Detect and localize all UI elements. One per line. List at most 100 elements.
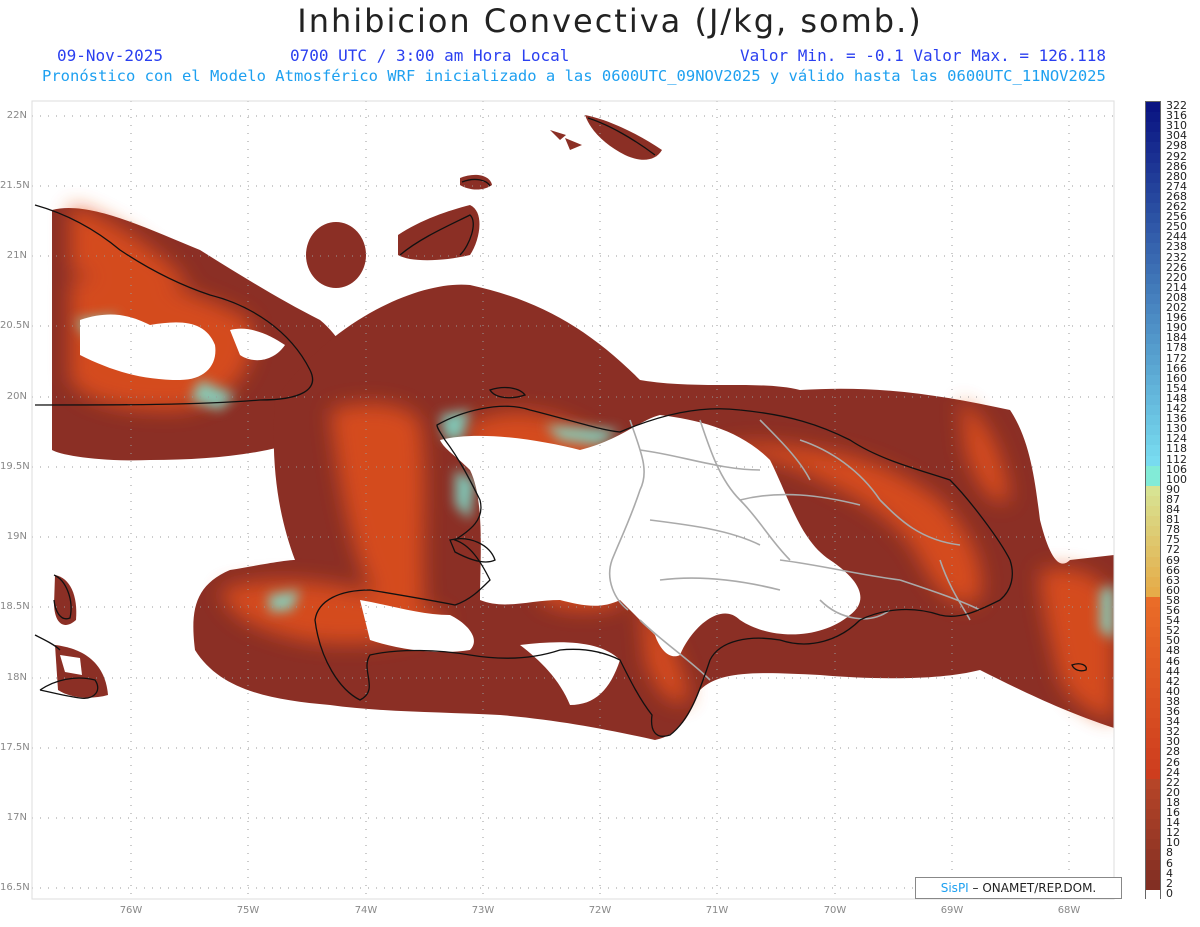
- colorbar-label: 226: [1166, 260, 1187, 274]
- colorbar-label: 46: [1166, 654, 1180, 668]
- colorbar-label: 274: [1166, 179, 1187, 193]
- colorbar-label: 106: [1166, 462, 1187, 476]
- lon-label: 73W: [471, 905, 495, 916]
- colorbar-label: 56: [1166, 604, 1180, 618]
- credit-box: SisPI – ONAMET/REP.DOM.: [915, 877, 1122, 899]
- colorbar-label: 256: [1166, 210, 1187, 224]
- lon-label: 70W: [823, 905, 847, 916]
- lat-label: 21N: [6, 250, 27, 261]
- colorbar-label: 66: [1166, 563, 1180, 577]
- colorbar-segment: [1146, 394, 1160, 406]
- colorbar-segment: [1146, 344, 1160, 356]
- coastlines: [34, 117, 1087, 737]
- colorbar-segment: [1146, 304, 1160, 315]
- colorbar-label: 28: [1166, 745, 1180, 759]
- colorbar-label: 54: [1166, 614, 1180, 628]
- colorbar-label: 26: [1166, 755, 1180, 769]
- colorbar-label: 24: [1166, 765, 1180, 779]
- colorbar-label: 280: [1166, 169, 1187, 183]
- colorbar-label: 0: [1166, 886, 1173, 900]
- map-frame: [31, 100, 1115, 900]
- colorbar-segment: [1146, 455, 1160, 467]
- lat-label: 17.5N: [0, 742, 30, 753]
- colorbar-segment: [1146, 607, 1160, 618]
- colorbar-segment: [1146, 283, 1160, 295]
- colorbar-label: 196: [1166, 311, 1187, 325]
- colorbar-label: 250: [1166, 220, 1187, 234]
- colorbar-label: 38: [1166, 694, 1180, 708]
- colorbar-segment: [1146, 465, 1160, 477]
- colorbar-label: 154: [1166, 381, 1187, 395]
- lon-label: 74W: [354, 905, 378, 916]
- map-title: Inhibicion Convectiva (J/kg, somb.): [297, 2, 923, 40]
- colorbar-segment: [1146, 415, 1160, 426]
- lat-label: 17N: [6, 812, 27, 823]
- colorbar-label: 32: [1166, 725, 1180, 739]
- colorbar-label: 112: [1166, 452, 1187, 466]
- colorbar-label: 262: [1166, 200, 1187, 213]
- colorbar-label: 118: [1166, 442, 1187, 456]
- lat-label: 20.5N: [0, 320, 30, 331]
- colorbar-label: 292: [1166, 149, 1187, 163]
- colorbar-label: 322: [1166, 99, 1187, 112]
- credit-text: – ONAMET/REP.DOM.: [968, 881, 1097, 895]
- colorbar-label: 166: [1166, 361, 1187, 375]
- colorbar-label: 90: [1166, 482, 1180, 496]
- colorbar-segment: [1146, 374, 1160, 386]
- colorbar-label: 10: [1166, 836, 1180, 850]
- colorbar-label: 136: [1166, 412, 1187, 426]
- colorbar-label: 172: [1166, 351, 1187, 365]
- colorbar-segment: [1146, 475, 1160, 487]
- colorbar-segment: [1146, 243, 1160, 254]
- colorbar-segment: [1146, 506, 1160, 517]
- colorbar-segment: [1146, 859, 1160, 871]
- lat-label: 22N: [6, 110, 27, 121]
- colorbar-segment: [1146, 768, 1160, 780]
- colorbar-segment: [1146, 233, 1160, 244]
- colorbar-label: 190: [1166, 321, 1187, 335]
- colorbar-label: 232: [1166, 250, 1187, 264]
- colorbar-segment: [1146, 687, 1160, 699]
- colorbar-segment: [1146, 667, 1160, 679]
- colorbar-segment: [1146, 132, 1160, 143]
- model-description: Pronóstico con el Modelo Atmosférico WRF…: [42, 67, 1106, 85]
- credit-brand: SisPI: [940, 881, 969, 895]
- colorbar-segment: [1146, 617, 1160, 628]
- lat-label: 16.5N: [0, 882, 30, 893]
- colorbar-segment: [1146, 324, 1160, 335]
- colorbar-segment: [1146, 172, 1160, 184]
- colorbar-segment: [1146, 718, 1160, 729]
- colorbar-label: 50: [1166, 634, 1180, 648]
- province-boundaries: [608, 419, 981, 681]
- colorbar-segment: [1146, 596, 1160, 608]
- colorbar-label: 42: [1166, 674, 1180, 688]
- colorbar-label: 202: [1166, 301, 1187, 315]
- colorbar-label: 52: [1166, 624, 1180, 638]
- lon-label: 76W: [119, 905, 143, 916]
- colorbar-segment: [1146, 213, 1160, 224]
- colorbar-label: 78: [1166, 523, 1180, 537]
- colorbar-label: 58: [1166, 593, 1180, 607]
- colorbar-label: 72: [1166, 543, 1180, 557]
- colorbar-label: 130: [1166, 422, 1187, 436]
- colorbar-label: 87: [1166, 492, 1180, 506]
- colorbar-label: 148: [1166, 391, 1187, 405]
- colorbar-segment: [1146, 516, 1160, 527]
- lat-label: 19.5N: [0, 461, 30, 472]
- colorbar-segment: [1146, 122, 1160, 133]
- colorbar-label: 184: [1166, 331, 1187, 345]
- colorbar-label: 316: [1166, 109, 1187, 123]
- colorbar-segment: [1146, 445, 1160, 457]
- colorbar-label: 48: [1166, 644, 1180, 658]
- colorbar-segment: [1146, 697, 1160, 709]
- lon-label: 68W: [1057, 905, 1081, 916]
- colorbar-segment: [1146, 223, 1160, 234]
- colorbar-segment: [1146, 889, 1160, 901]
- colorbar-segment: [1146, 829, 1160, 840]
- colorbar-segment: [1146, 738, 1160, 749]
- colorbar-label: 69: [1166, 553, 1180, 567]
- colorbar-segment: [1146, 566, 1160, 578]
- colorbar-label: 214: [1166, 280, 1187, 294]
- colorbar-segment: [1146, 102, 1160, 113]
- colorbar-segment: [1146, 657, 1160, 669]
